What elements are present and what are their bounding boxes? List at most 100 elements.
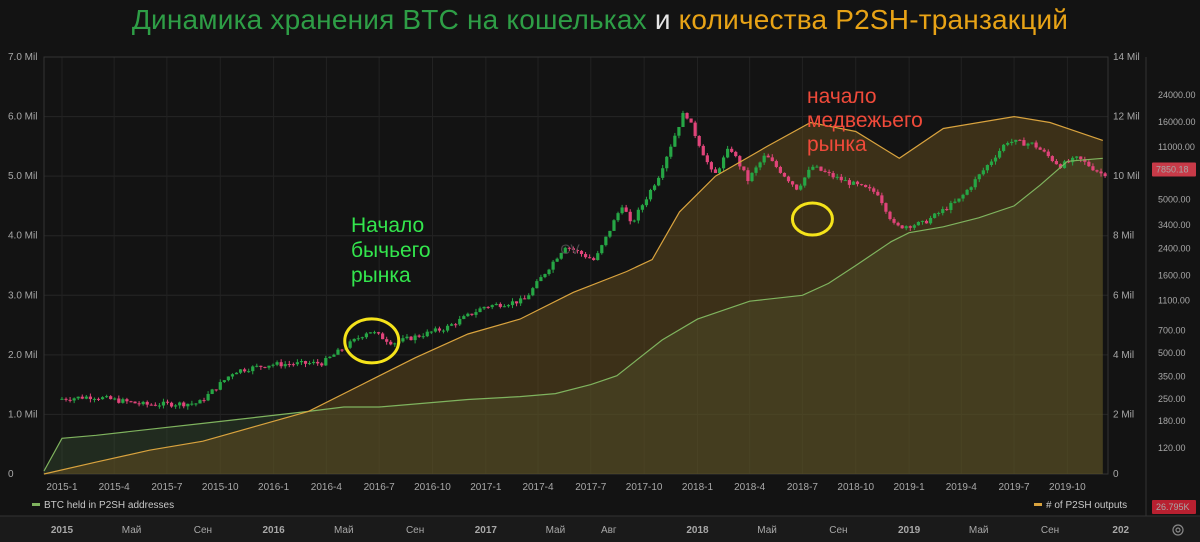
price-candle-body xyxy=(693,122,697,136)
left-axis-label: 2.0 Mil xyxy=(8,350,37,361)
price-candle-body xyxy=(758,162,762,168)
price-candle-body xyxy=(685,112,689,119)
price-candle-body xyxy=(989,161,994,166)
price-candle-body xyxy=(876,191,880,196)
price-candle-body xyxy=(933,213,937,218)
price-candle-body xyxy=(1071,157,1075,163)
price-candle-body xyxy=(259,365,263,367)
price-candle-body xyxy=(738,156,742,167)
price-candle-body xyxy=(632,220,636,222)
price-candle-body xyxy=(1091,166,1095,171)
price-candle-body xyxy=(795,184,799,190)
bottom-date-label: Сен xyxy=(1041,525,1059,536)
series-line-btc-held xyxy=(43,157,1103,472)
price-candle-body xyxy=(486,306,490,308)
price-candle-body xyxy=(547,269,551,275)
price-candle-body xyxy=(186,403,190,407)
price-candle-body xyxy=(551,261,555,270)
price-candle-body xyxy=(263,366,267,368)
top-date-label: 2018-1 xyxy=(682,482,714,493)
price-candle-body xyxy=(969,187,973,190)
price-candle-body xyxy=(1095,170,1099,172)
price-candle-body xyxy=(770,157,774,162)
price-candle-body xyxy=(709,162,713,170)
price-candle-body xyxy=(295,362,299,365)
price-candle-body xyxy=(1087,161,1091,167)
price-candle-body xyxy=(705,155,709,163)
price-candle-body xyxy=(697,135,701,146)
settings-gear-icon[interactable] xyxy=(1172,524,1184,536)
price-candle-body xyxy=(247,371,251,373)
price-candle-body xyxy=(912,225,916,228)
price-candle-body xyxy=(381,333,385,340)
price-candle-body xyxy=(385,339,389,342)
right-axis-label: 10 Mil xyxy=(1113,171,1140,182)
price-candle-body xyxy=(243,369,247,372)
price-candle-body xyxy=(648,189,653,200)
top-date-label: 2016-10 xyxy=(414,482,451,493)
price-candle-body xyxy=(417,335,421,337)
price-candle-body xyxy=(299,361,304,363)
bottom-date-label: 2016 xyxy=(262,525,285,536)
top-date-label: 2019-7 xyxy=(998,482,1030,493)
bottom-date-label: Май xyxy=(757,525,777,536)
top-date-label: 2018-4 xyxy=(734,482,766,493)
price-candle-body xyxy=(640,205,644,210)
price-candle-body xyxy=(283,364,287,367)
bear-market-annotation-line: медвежьего xyxy=(807,109,923,132)
price-candle-body xyxy=(364,333,368,338)
price-candle-body xyxy=(222,380,226,383)
price-candle-body xyxy=(884,203,888,212)
top-date-label: 2018-10 xyxy=(837,482,874,493)
price-candle-body xyxy=(169,402,174,407)
price-candle-body xyxy=(600,245,604,254)
price-candle-body xyxy=(616,213,620,221)
price-candle-body xyxy=(72,398,76,401)
price-candle-body xyxy=(644,199,649,206)
series-area-btc-held xyxy=(44,158,1103,475)
price-candle-body xyxy=(275,362,279,365)
bottom-date-label: 2017 xyxy=(475,525,498,536)
price-candle-body xyxy=(1022,140,1026,146)
price-candle-body xyxy=(681,112,685,128)
price-candle-body xyxy=(823,170,827,172)
price-axis-label: 7850.18 xyxy=(1156,164,1189,174)
price-axis-label: 120.00 xyxy=(1158,443,1186,453)
price-candle-body xyxy=(312,361,316,364)
price-candle-body xyxy=(92,398,97,400)
price-candle-body xyxy=(129,401,133,403)
price-candle-body xyxy=(673,135,677,147)
price-candle-body xyxy=(636,209,640,221)
left-axis-label: 3.0 Mil xyxy=(8,290,37,301)
price-candle-body xyxy=(413,335,417,341)
price-candle-body xyxy=(425,331,429,337)
right-axis-label: 8 Mil xyxy=(1113,231,1134,242)
price-candle-body xyxy=(843,180,847,182)
price-candle-body xyxy=(880,195,884,204)
price-candle-body xyxy=(766,155,770,158)
right-axis-label: 14 Mil xyxy=(1113,52,1140,63)
price-candle-body xyxy=(109,396,113,400)
price-candle-body xyxy=(790,181,795,185)
price-candle-body xyxy=(531,288,535,296)
price-axis-label: 700.00 xyxy=(1158,326,1186,336)
price-candle-body xyxy=(76,396,80,399)
bull-market-annotation-line: бычьего xyxy=(351,239,431,262)
price-candle-body xyxy=(519,298,523,304)
plot-frame xyxy=(43,56,1109,475)
price-candle-body xyxy=(165,401,170,403)
price-candle-body xyxy=(182,402,186,407)
price-candle-body xyxy=(920,220,925,222)
price-candle-body xyxy=(157,405,161,407)
price-candle-body xyxy=(206,393,210,401)
bear-market-annotation-line: рынка xyxy=(807,133,867,156)
series-areas xyxy=(44,116,1103,475)
right-axis-label: 2 Mil xyxy=(1113,409,1134,420)
price-candle-body xyxy=(539,277,543,282)
price-candle-body xyxy=(450,324,454,326)
legend-swatch-p2sh-outputs xyxy=(1034,503,1042,506)
chart-title: Динамика хранения BTC на кошельках и кол… xyxy=(0,4,1200,36)
price-candle-body xyxy=(803,177,807,186)
bottom-date-label: Сен xyxy=(829,525,847,536)
